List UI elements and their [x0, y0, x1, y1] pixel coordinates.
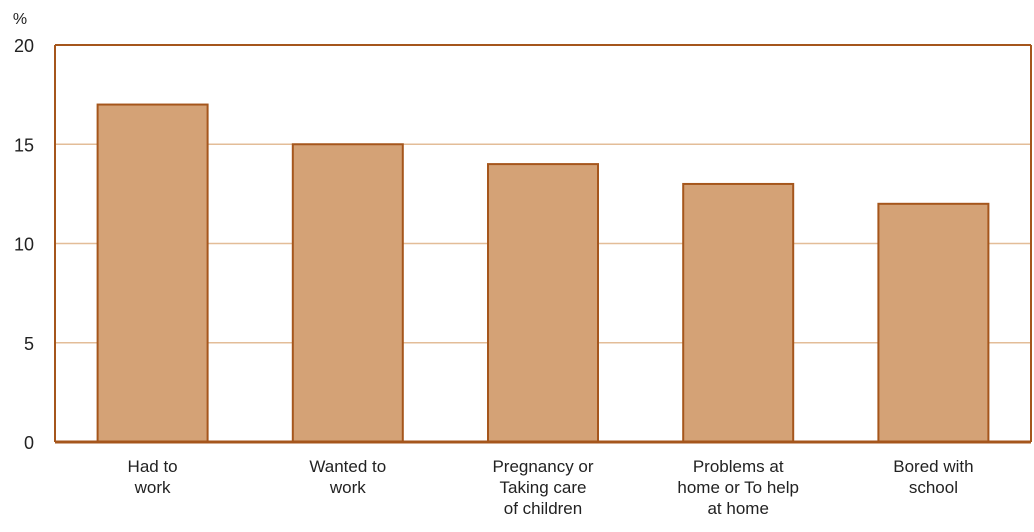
- x-tick-label: Wanted to work: [309, 457, 386, 497]
- y-tick-label: 0: [24, 433, 34, 453]
- x-tick-label: Bored with school: [893, 457, 973, 497]
- bar: [96, 103, 209, 444]
- x-tick-label: Had to work: [128, 457, 178, 497]
- y-tick-label: 20: [14, 36, 34, 56]
- bars: [96, 103, 990, 444]
- y-tick-label: 15: [14, 135, 34, 155]
- labels: 0 5 10 15 20% Had to work Wanted to work Pregnanc…: [13, 11, 974, 518]
- y-tick-label: 5: [24, 334, 34, 354]
- x-tick-label: Problems at home or To help at home: [677, 457, 799, 518]
- bar: [487, 163, 599, 443]
- x-tick-label: Pregnancy or Taking care of children: [492, 457, 593, 518]
- bar: [682, 182, 795, 443]
- axes: [54, 44, 1032, 444]
- y-tick-label: 10: [14, 235, 34, 255]
- y-axis-label: %: [13, 11, 27, 28]
- bar: [877, 202, 990, 443]
- bar: [291, 143, 404, 443]
